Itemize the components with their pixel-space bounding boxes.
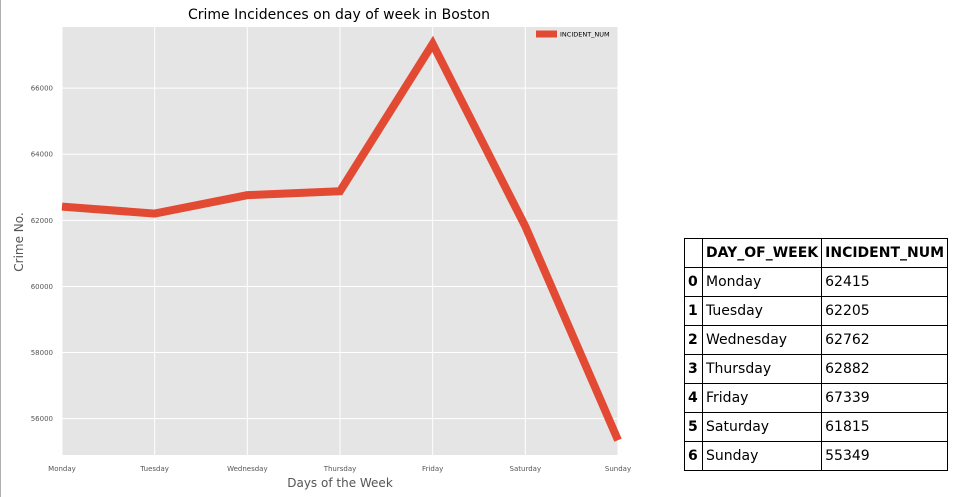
row-index: 4 [684,383,703,413]
data-table: DAY_OF_WEEK INCIDENT_NUM 0 Monday 6 2 4 1 5 … [684,238,949,471]
table-row: 3 Thursday 62882 [684,354,949,384]
y-tick-label: 58000 [31,349,53,357]
x-tick-label: Saturday [510,465,542,473]
row-day: Friday [701,383,823,413]
x-tick-label: Sunday [605,465,631,473]
row-count: 55349 [821,441,949,471]
table-row: 1 Tuesday 62205 [684,296,949,326]
row-count: 62205 [821,296,949,326]
left-divider [0,0,1,497]
table-header-row: DAY_OF_WEEK INCIDENT_NUM [684,238,949,268]
row-day: Saturday [701,412,823,442]
row-count: 61815 [821,412,949,442]
y-tick-label: 64000 [31,151,53,159]
series-line [61,35,622,442]
grid-lines [61,27,619,455]
row-day: Wednesday [701,325,823,355]
table-header-day-of-week: DAY_OF_WEEK [701,238,823,268]
x-axis-label: Days of the Week [287,476,393,490]
x-tick-label: Thursday [323,465,357,473]
row-day: Sunday [701,441,823,471]
row-count: 62415 [821,267,949,297]
row-index: 6 [684,441,703,471]
row-count: 62762 [821,325,949,355]
table-row: 4 Friday 67339 [684,383,949,413]
row-index: 2 [684,325,703,355]
row-count: 67339 [821,383,949,413]
table-row: 6 Sunday 55349 [684,441,949,471]
row-index: 3 [684,354,703,384]
x-tick-label: Tuesday [139,465,168,473]
row-index: 1 [684,296,703,326]
y-tick-label: 56000 [31,415,53,423]
table-row: 0 Monday 62415 [684,267,949,297]
series-lines [61,35,622,442]
chart-title: Crime Incidences on day of week in Bosto… [188,7,490,23]
y-tick-labels: 56000 58000 60000 62000 64000 66000 [31,85,53,424]
y-tick-label: 66000 [31,85,53,93]
row-day: Thursday [701,354,823,384]
y-tick-label: 60000 [31,283,53,291]
line-chart: 56000 58000 60000 62000 64000 66000 Monday Tue… [12,7,631,490]
legend: INCIDENT_NUM [532,28,616,41]
table-row: 2 Wednesday 62762 [684,325,949,355]
table-header-incident-num: INCIDENT_NUM [821,238,949,268]
row-count: 62882 [821,354,949,384]
x-tick-label: Friday [422,465,443,473]
x-tick-label: Wednesday [227,465,268,473]
row-day: Monday [701,267,823,297]
table-row: 5 Saturday 61815 [684,412,949,442]
legend-entry: INCIDENT_NUM [560,30,610,38]
y-tick-label: 62000 [31,217,53,225]
row-index: 0 [684,267,703,297]
row-index: 5 [684,412,703,442]
x-tick-labels: Monday Tuesday Wednesday Thursday Friday Satu… [48,465,631,473]
table-header-index [684,238,703,268]
y-axis-label: Crime No. [12,212,26,271]
row-day: Tuesday [701,296,823,326]
x-tick-label: Monday [48,465,76,473]
